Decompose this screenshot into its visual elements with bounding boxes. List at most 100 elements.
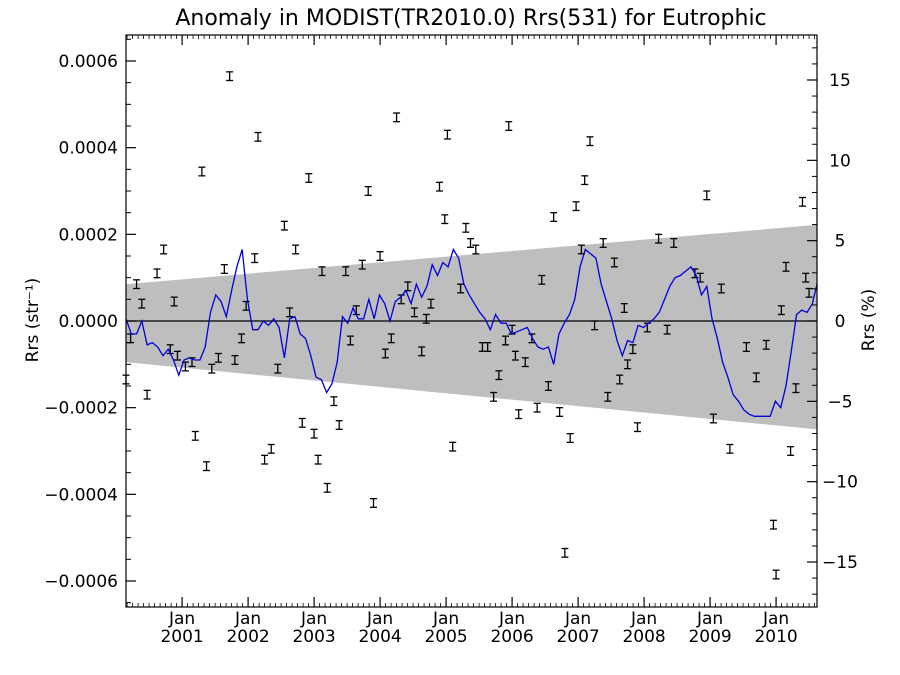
errorbar-point <box>581 175 589 186</box>
x-tick-year: 2004 <box>358 627 401 647</box>
right-tick-label: 15 <box>829 71 851 91</box>
errorbar-point <box>335 420 343 430</box>
errorbar-point <box>422 313 430 324</box>
errorbar-point <box>220 264 228 274</box>
errorbar-point <box>443 129 451 140</box>
errorbar-point <box>153 268 161 279</box>
errorbar-point <box>604 391 612 402</box>
errorbar-point <box>787 446 795 456</box>
errorbar-point <box>143 389 151 400</box>
errorbar-point <box>515 409 523 420</box>
errorbar-point <box>310 428 318 439</box>
errorbar-point <box>314 454 322 465</box>
errorbar-point <box>214 352 222 363</box>
errorbar-point <box>387 333 395 344</box>
x-tick-year: 2007 <box>556 627 599 647</box>
errorbar-point <box>663 324 671 335</box>
x-tick-month: Jan <box>234 609 261 629</box>
errorbar-point <box>591 320 599 331</box>
errorbar-point <box>670 238 678 248</box>
right-tick-label: −10 <box>822 473 858 493</box>
left-tick-label: −0.0006 <box>44 572 118 592</box>
x-tick-month: Jan <box>696 609 723 629</box>
errorbar-point <box>462 222 470 233</box>
x-tick-year: 2001 <box>160 627 203 647</box>
anomaly-series-line <box>125 247 818 417</box>
errorbar-point <box>237 333 245 344</box>
x-axis: Jan2001Jan2002Jan2003Jan2004Jan2005Jan20… <box>126 35 815 647</box>
chart-title: Anomaly in MODIST(TR2010.0) Rrs(531) for… <box>175 6 766 31</box>
errorbar-point <box>467 238 475 248</box>
errorbar-point <box>346 335 354 346</box>
x-tick-month: Jan <box>630 609 657 629</box>
errorbar-point <box>133 279 141 290</box>
errorbar-point <box>511 350 519 361</box>
errorbar-point <box>629 344 637 355</box>
errorbar-point <box>358 259 366 270</box>
errorbar-point <box>505 121 513 131</box>
errorbar-point <box>561 547 569 558</box>
errorbar-point <box>208 363 216 374</box>
x-tick-year: 2006 <box>490 627 533 647</box>
errorbar-point <box>292 244 300 255</box>
x-tick-month: Jan <box>168 609 195 629</box>
errorbar-point <box>323 482 331 493</box>
errorbar-point <box>173 350 181 361</box>
x-tick-month: Jan <box>498 609 525 629</box>
errorbar-point <box>610 257 618 268</box>
errorbar-point <box>267 443 275 454</box>
x-tick-year: 2008 <box>622 627 665 647</box>
left-tick-label: 0.0006 <box>59 52 118 72</box>
errorbar-point <box>566 433 574 443</box>
errorbar-point <box>717 283 725 294</box>
errorbar-point <box>298 417 306 428</box>
errorbar-point <box>342 266 350 277</box>
errorbar-point <box>369 498 377 508</box>
errorbar-point <box>599 238 607 248</box>
x-tick-year: 2010 <box>754 627 797 647</box>
right-tick-label: 10 <box>829 151 851 171</box>
errorbar-point <box>538 274 546 285</box>
right-tick-label: −15 <box>822 553 858 573</box>
errorbar-point <box>616 374 624 385</box>
errorbar-point <box>772 569 780 580</box>
right-tick-label: 5 <box>835 232 846 252</box>
errorbar-point <box>280 220 288 231</box>
errorbar-point <box>364 186 372 196</box>
left-tick-label: −0.0002 <box>44 399 118 419</box>
errorbar-point <box>805 287 813 298</box>
errorbar-point <box>381 348 389 359</box>
errorbar-point <box>550 212 558 222</box>
errorbar-point <box>198 166 206 177</box>
errorbar-point <box>318 266 326 277</box>
left-tick-label: 0.0002 <box>59 225 118 245</box>
errorbar-point <box>624 359 632 370</box>
errorbar-point <box>254 131 262 142</box>
errorbar-point <box>261 454 269 465</box>
errorbar-point <box>251 253 259 264</box>
errorbar-point <box>726 443 734 454</box>
errorbar-point <box>305 173 313 183</box>
x-tick-year: 2005 <box>424 627 467 647</box>
errorbar-point <box>752 372 760 383</box>
errorbar-point <box>495 370 503 381</box>
errorbar-point <box>376 251 384 261</box>
errorbar-point <box>521 357 529 368</box>
errorbar-point <box>586 136 594 147</box>
errorbar-point <box>138 298 146 309</box>
errorbar-point <box>427 298 435 309</box>
errorbar-point <box>798 196 806 207</box>
errorbar-point <box>501 335 509 346</box>
x-tick-year: 2002 <box>226 627 269 647</box>
x-tick-year: 2009 <box>688 627 731 647</box>
errorbar-point <box>203 461 211 472</box>
x-tick-month: Jan <box>762 609 789 629</box>
errorbar-point <box>410 307 418 318</box>
errorbar-point <box>792 383 800 394</box>
right-tick-label: −5 <box>827 392 852 412</box>
errorbar-point <box>435 181 443 192</box>
errorbar-point <box>457 283 465 294</box>
errorbar-point <box>782 261 790 272</box>
errorbar-point <box>170 296 178 307</box>
left-tick-label: −0.0004 <box>44 485 118 505</box>
